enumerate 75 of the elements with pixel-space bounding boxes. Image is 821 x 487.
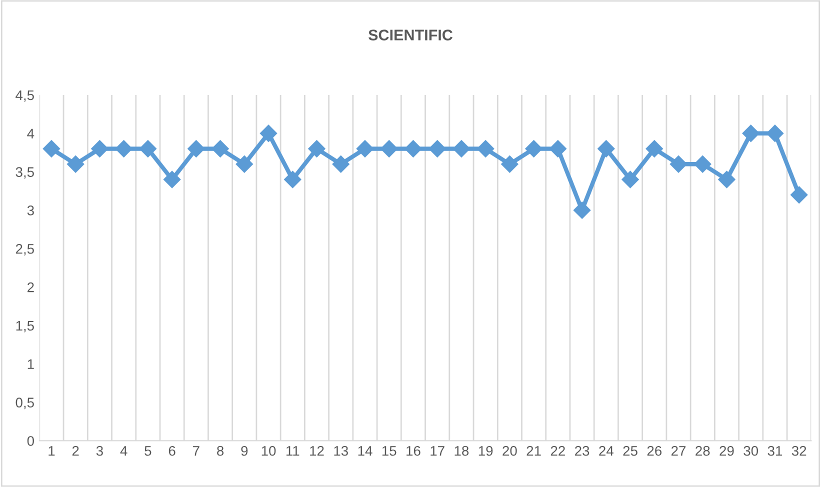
point — [501, 156, 518, 173]
x-tick-label: 9 — [241, 446, 248, 456]
point — [164, 170, 181, 188]
x-tick-label: 3 — [96, 446, 103, 456]
point — [549, 140, 566, 158]
x-tick-label: 29 — [720, 446, 734, 456]
x-tick-label: 5 — [144, 446, 152, 456]
x-tick-label: 8 — [217, 446, 224, 456]
point — [356, 140, 374, 158]
x-tick-label: 26 — [647, 446, 662, 456]
x-tick-label: 19 — [478, 446, 493, 456]
point — [790, 186, 808, 204]
x-tick-label: 15 — [382, 446, 396, 456]
y-tick-label: 3,5 — [16, 167, 34, 179]
point — [694, 156, 712, 173]
y-tick-label: 4 — [27, 128, 34, 138]
point — [91, 140, 108, 158]
x-tick-label: 7 — [193, 446, 200, 456]
point — [404, 140, 422, 158]
y-tick-label: 0 — [27, 436, 34, 446]
point — [573, 202, 591, 219]
point — [742, 124, 760, 142]
x-tick-label: 24 — [599, 446, 614, 456]
point — [428, 140, 446, 158]
point — [332, 156, 350, 173]
y-tick-label: 2,5 — [16, 244, 34, 256]
x-tick-label: 6 — [168, 446, 176, 456]
point — [188, 140, 205, 158]
point — [139, 140, 156, 158]
point — [67, 156, 84, 173]
point — [308, 140, 326, 158]
chart-title: SCIENTIFIC — [368, 30, 453, 40]
point — [670, 156, 688, 173]
point — [718, 170, 736, 188]
point — [766, 124, 784, 142]
x-tick-label: 32 — [792, 446, 806, 456]
x-tick-label: 2 — [72, 446, 79, 456]
point — [212, 140, 229, 158]
x-tick-label: 1 — [48, 446, 55, 456]
x-tick-label: 11 — [286, 446, 300, 456]
y-tick-label: 3 — [27, 206, 34, 216]
x-tick-label: 10 — [262, 446, 276, 456]
point — [598, 140, 615, 158]
x-tick-label: 25 — [623, 446, 638, 456]
x-tick-label: 23 — [575, 446, 590, 456]
point — [115, 140, 132, 158]
x-tick-label: 13 — [334, 446, 348, 456]
point — [236, 156, 253, 173]
x-tick-label: 18 — [454, 446, 469, 456]
point — [42, 140, 60, 158]
point — [622, 170, 639, 188]
point — [477, 140, 494, 158]
x-tick-label: 31 — [768, 446, 782, 456]
point — [646, 140, 663, 158]
y-tick-label: 1,5 — [16, 320, 34, 332]
y-tick-label: 2 — [28, 282, 34, 292]
x-tick-label: 28 — [696, 446, 710, 456]
y-tick-label: 1 — [28, 359, 34, 369]
x-tick-label: 4 — [120, 446, 128, 456]
x-tick-label: 21 — [526, 446, 541, 456]
y-tick-label: 0,5 — [16, 398, 34, 410]
x-tick-label: 22 — [550, 446, 565, 456]
point — [525, 140, 542, 158]
x-tick-label: 27 — [671, 446, 686, 456]
point — [284, 170, 302, 188]
x-tick-label: 20 — [502, 446, 517, 456]
x-tick-label: 16 — [406, 446, 420, 456]
point — [452, 140, 470, 158]
x-tick-label: 14 — [358, 446, 372, 456]
x-tick-label: 17 — [430, 446, 444, 456]
x-tick-label: 30 — [744, 446, 758, 456]
point — [260, 124, 278, 142]
x-tick-label: 12 — [310, 446, 324, 456]
point — [380, 140, 398, 158]
y-tick-label: 4,5 — [16, 90, 34, 102]
